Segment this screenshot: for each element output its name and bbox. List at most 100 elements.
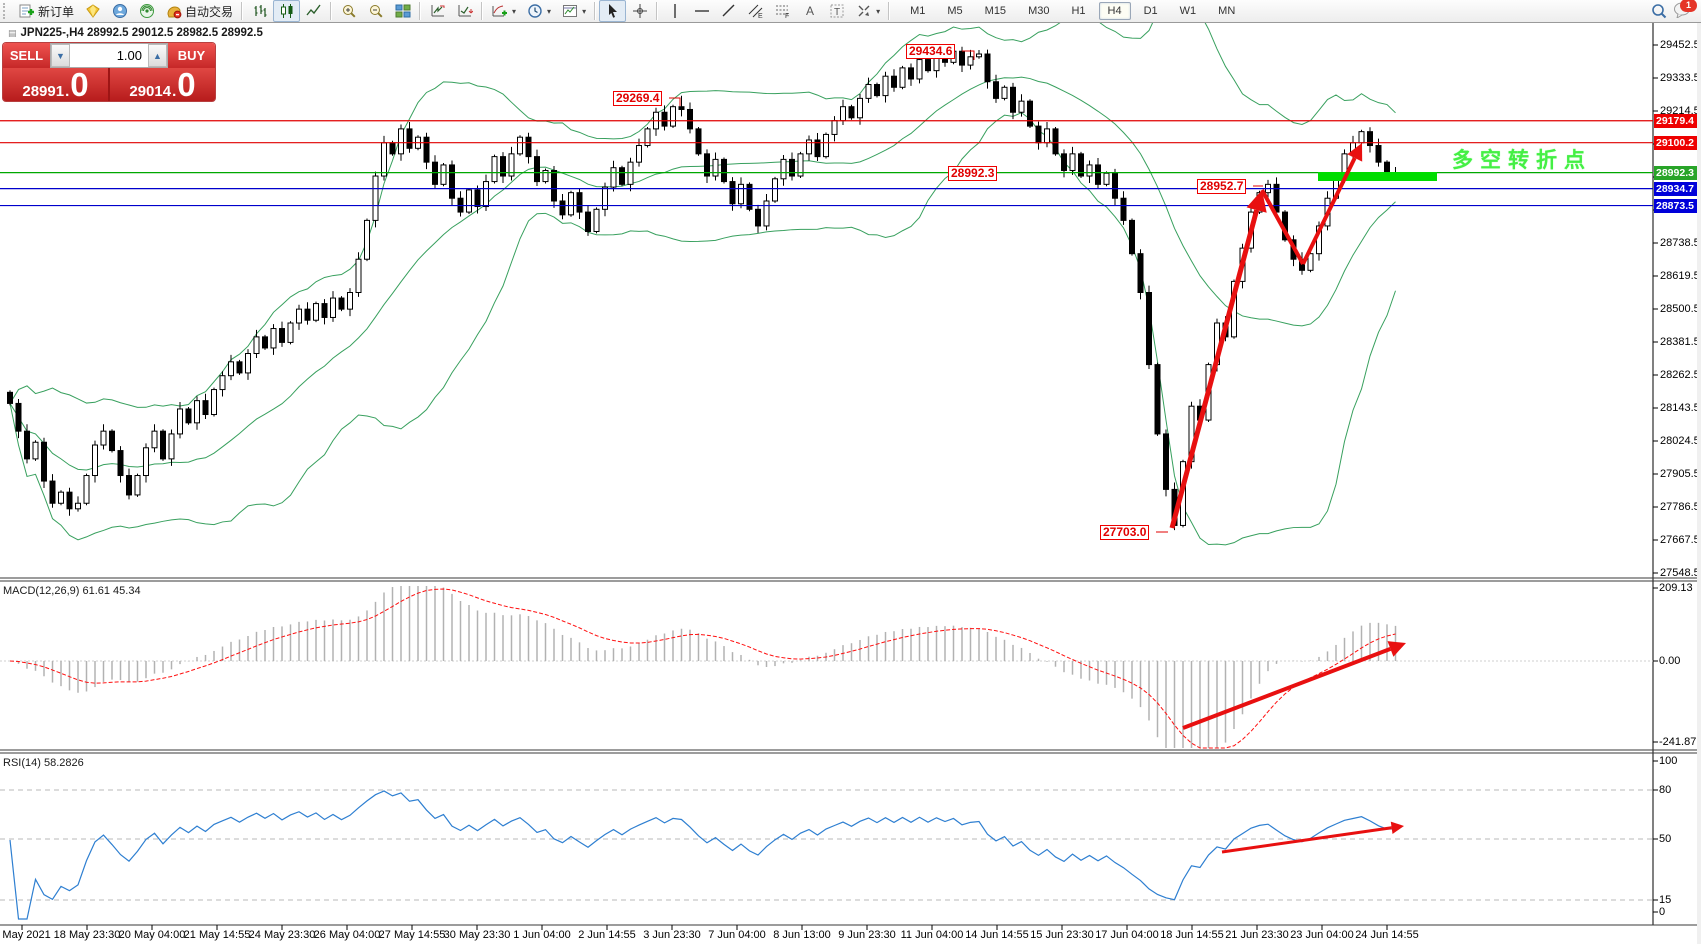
price-annotation-28992.3[interactable]: 28992.3 [948, 166, 998, 181]
timeframe-h1[interactable]: H1 [1071, 5, 1086, 17]
candle-body [806, 139, 812, 155]
buy-button[interactable]: BUY [168, 43, 215, 68]
trend-arrows[interactable] [1169, 143, 1406, 854]
candle-body [797, 153, 804, 177]
svg-text:F: F [785, 13, 789, 19]
candle-body [211, 389, 217, 416]
chart-shift-button[interactable] [424, 0, 451, 22]
periods-button[interactable]: ▾ [521, 0, 556, 22]
svg-text:E: E [758, 13, 763, 19]
timeframe-m30[interactable]: M30 [1028, 5, 1050, 17]
new-order-button[interactable]: 新订单 [13, 0, 79, 22]
volume-input[interactable]: 1.00 [116, 48, 142, 63]
candle-body [891, 75, 897, 88]
candle-body [1129, 219, 1135, 255]
candle-body [508, 153, 515, 177]
timeframe-mn[interactable]: MN [1218, 5, 1236, 17]
candle-body [1384, 161, 1390, 174]
price-annotation-29434.6[interactable]: 29434.6 [906, 44, 956, 59]
window-edge [1697, 0, 1701, 944]
price-axis-label: 28381.5 [1660, 336, 1700, 348]
timeframe-h4[interactable]: H4 [1098, 2, 1131, 20]
volume-increase-button[interactable]: ▲ [148, 44, 167, 67]
macd-axis-label: -241.87 [1659, 736, 1697, 748]
indicators-button[interactable]: ▾ [486, 0, 521, 22]
notifications-button[interactable]: 1 [1673, 0, 1697, 20]
candle-body [1078, 153, 1084, 177]
arrows-tool[interactable]: ▾ [850, 0, 885, 22]
sell-price[interactable]: 28991. 0 [3, 68, 108, 101]
templates-button[interactable]: ▾ [556, 0, 591, 22]
cursor-tool-button[interactable] [599, 0, 627, 22]
autotrading-button[interactable]: 自动交易 [160, 0, 238, 22]
price-axis-label: 27667.5 [1660, 534, 1700, 546]
candle-body [75, 502, 81, 510]
horizontal-line-tool[interactable] [688, 0, 715, 22]
price-annotation-27703.0[interactable]: 27703.0 [1100, 525, 1150, 540]
search-icon[interactable] [1650, 3, 1667, 19]
svg-text:T: T [834, 7, 840, 18]
zoom-in-button[interactable] [335, 0, 362, 22]
trend-arrow [1169, 209, 1260, 529]
price-tag-29100.2: 29100.2 [1654, 135, 1698, 150]
price-annotation-29269.4[interactable]: 29269.4 [613, 91, 663, 106]
toolbar-separator [656, 2, 659, 20]
candle-body [143, 447, 149, 477]
candlestick-chart-button[interactable] [273, 0, 301, 22]
channel-tool[interactable]: E [742, 0, 769, 22]
volume-decrease-button[interactable]: ▼ [51, 44, 70, 67]
candle-body [1095, 164, 1101, 185]
candle-body [568, 192, 574, 216]
time-axis-label: 26 May 04:00 [313, 929, 381, 941]
rsi-indicator-label: RSI(14) 58.2826 [3, 757, 84, 769]
candle-body [338, 297, 345, 310]
bar-chart-button[interactable] [246, 0, 273, 22]
time-axis-label: 8 Jun 13:00 [773, 929, 831, 941]
fibonacci-icon: F [774, 3, 791, 19]
chart-autoscroll-button[interactable] [451, 0, 478, 22]
timeframe-d1[interactable]: D1 [1143, 5, 1158, 17]
chart-title: ▤ JPN225-,H4 28992.5 29012.5 28982.5 289… [8, 27, 263, 39]
candle-body [814, 139, 821, 158]
macd-axis-label: 209.13 [1659, 582, 1693, 594]
profile-button[interactable] [106, 0, 133, 22]
sell-button[interactable]: SELL [3, 43, 50, 68]
text-label-tool[interactable]: T [823, 0, 850, 22]
toolbar-separator [481, 2, 484, 20]
candle-body [100, 430, 107, 446]
green-highlight-bar[interactable] [1318, 172, 1437, 181]
text-tool[interactable]: A [796, 0, 823, 22]
candle-body [899, 67, 906, 88]
candle-body [134, 475, 141, 496]
timeframe-w1[interactable]: W1 [1179, 5, 1197, 17]
price-axis-label: 28500.5 [1660, 303, 1700, 315]
buy-price[interactable]: 29014. 0 [110, 68, 215, 101]
zoom-out-button[interactable] [362, 0, 389, 22]
profile-icon [111, 3, 128, 19]
fibonacci-tool[interactable]: F [769, 0, 796, 22]
timeframe-m1[interactable]: M1 [910, 5, 926, 17]
crosshair-tool-button[interactable] [626, 0, 653, 22]
trendline-tool[interactable] [715, 0, 742, 22]
candlestick-chart-icon [278, 3, 295, 19]
line-chart-button[interactable] [300, 0, 327, 22]
signals-button[interactable] [133, 0, 160, 22]
timeframe-m5[interactable]: M5 [947, 5, 963, 17]
vertical-line-icon [666, 3, 683, 19]
tile-windows-button[interactable] [389, 0, 416, 22]
crystal-icon [84, 3, 101, 19]
candle-body [1061, 153, 1067, 171]
volume-stepper: ▼ 1.00 ▲ [50, 43, 168, 68]
deposit-button[interactable] [79, 0, 106, 22]
candle-body [967, 56, 974, 66]
candle-body [24, 430, 30, 460]
vertical-line-tool[interactable] [661, 0, 688, 22]
candle-body [729, 181, 736, 205]
turning-point-annotation[interactable]: 多空转折点 [1452, 149, 1592, 172]
price-annotation-28952.7[interactable]: 28952.7 [1197, 179, 1247, 194]
trend-arrow [1182, 647, 1392, 730]
timeframe-m15[interactable]: M15 [984, 5, 1007, 17]
candle-body [381, 142, 387, 177]
toolbar-grip[interactable] [3, 3, 10, 19]
